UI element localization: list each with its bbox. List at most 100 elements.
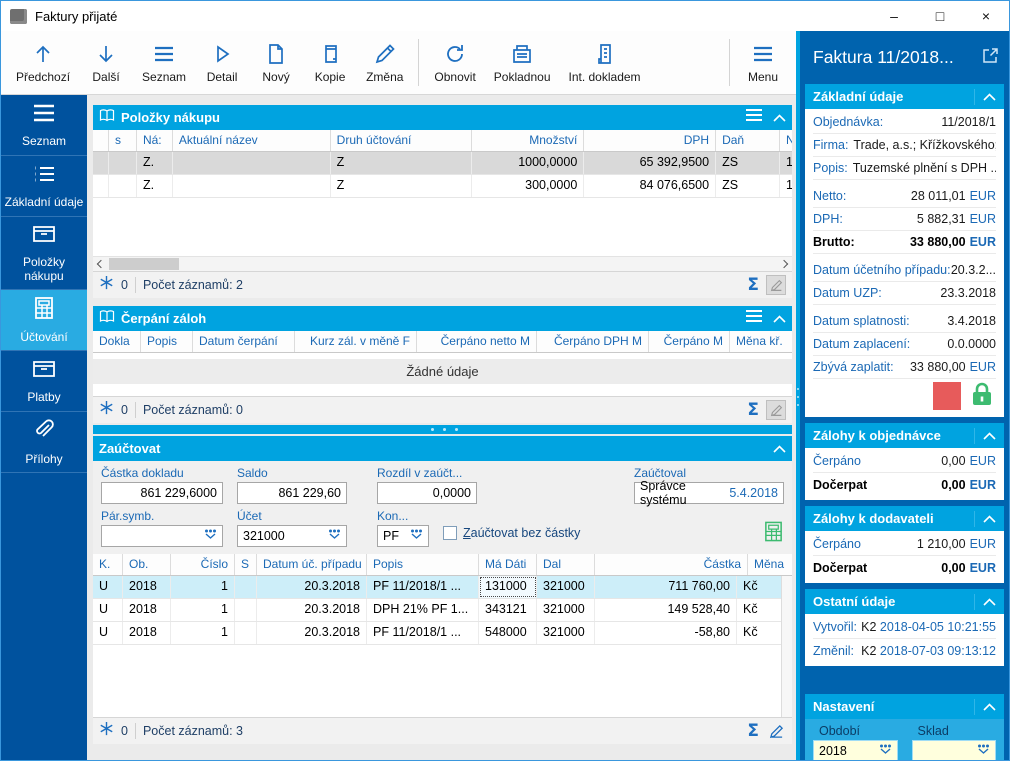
detail-list-icon: [31, 163, 57, 190]
toolbar-button-predchozi[interactable]: Předchozí: [7, 35, 79, 90]
edit-pencil-icon[interactable]: [766, 275, 786, 295]
toolbar-button-obnovit[interactable]: Obnovit: [425, 35, 484, 90]
column-header[interactable]: Měna: [754, 557, 785, 571]
app-logo-icon: [10, 8, 27, 24]
column-header[interactable]: Kurz zál. v měně F: [295, 331, 417, 352]
column-header[interactable]: Popis: [141, 331, 193, 352]
column-header[interactable]: Měna kř.: [736, 334, 783, 348]
column-header[interactable]: Čerpáno DPH M: [537, 331, 649, 352]
collapse-chevron-icon[interactable]: [974, 510, 996, 527]
contra-account-field[interactable]: PF: [377, 525, 429, 547]
open-in-window-icon[interactable]: [982, 47, 999, 69]
toolbar-button-pokladnou[interactable]: Pokladnou: [485, 35, 560, 90]
collapse-chevron-icon[interactable]: [974, 593, 996, 610]
column-header[interactable]: Čerpáno M: [649, 331, 730, 352]
column-header[interactable]: Daň: [716, 130, 780, 151]
table-row[interactable]: U 2018 1 20.3.2018 PF 11/2018/1 ... 5480…: [93, 622, 781, 645]
toolbar-button-zmena[interactable]: Změna: [357, 35, 412, 90]
info-row: Dočerpat 0,00 EUR: [813, 477, 996, 492]
minimize-button[interactable]: –: [890, 8, 898, 24]
posting-difference-field[interactable]: 0,0000: [377, 482, 477, 504]
dropdown-icon[interactable]: [879, 744, 892, 758]
collapse-chevron-icon[interactable]: [773, 310, 786, 328]
pairing-symbol-field[interactable]: [101, 525, 223, 547]
post-without-amount-checkbox[interactable]: [443, 526, 457, 540]
column-header[interactable]: S: [235, 554, 257, 575]
vertical-scrollbar[interactable]: [781, 576, 792, 717]
column-header[interactable]: K.: [93, 554, 123, 575]
table-row[interactable]: U 2018 1 20.3.2018 DPH 21% PF 1... 34312…: [93, 599, 781, 622]
column-header[interactable]: Datum úč. případu: [257, 554, 367, 575]
sidebar-item-polozky-nakupu[interactable]: Položky nákupu: [1, 217, 87, 290]
toolbar-button-dalsi[interactable]: Další: [79, 35, 133, 90]
column-header[interactable]: Částka: [595, 554, 748, 575]
sum-icon[interactable]: Σ: [747, 721, 759, 741]
column-header[interactable]: Druh účtování: [331, 130, 473, 151]
dropdown-icon[interactable]: [410, 529, 423, 543]
column-header[interactable]: Má Dáti: [479, 554, 537, 575]
dropdown-icon[interactable]: [977, 744, 990, 758]
toolbar-button-int-dokladem[interactable]: Int. dokladem: [560, 35, 650, 90]
column-header[interactable]: Číslo: [171, 554, 235, 575]
main-info-splitter[interactable]: [796, 31, 800, 760]
checkbox-label: Zaúčtovat bez částky: [463, 526, 581, 540]
posted-by-field[interactable]: Správce systému 5.4.2018: [634, 479, 784, 507]
dropdown-icon[interactable]: [204, 529, 217, 543]
collapse-chevron-icon[interactable]: [974, 698, 996, 715]
maximize-button[interactable]: □: [935, 8, 945, 24]
toolbar-button-label: Předchozí: [16, 69, 71, 84]
sidebar-item-uctovani[interactable]: Účtování: [1, 290, 87, 351]
sidebar-item-platby[interactable]: Platby: [1, 351, 87, 412]
column-header[interactable]: Net: [780, 130, 792, 151]
column-header[interactable]: Aktuální název: [173, 130, 331, 151]
scrollbar-thumb[interactable]: [109, 258, 179, 270]
column-header[interactable]: Ob.: [123, 554, 171, 575]
calculator-icon[interactable]: [763, 521, 784, 547]
scroll-right-arrow[interactable]: [776, 257, 792, 271]
info-row: Vytvořil: K2 2018-04-05 10:21:55: [813, 616, 996, 639]
column-header[interactable]: Ná:: [137, 130, 173, 151]
column-header[interactable]: Popis: [367, 554, 479, 575]
edit-pencil-icon[interactable]: [766, 721, 786, 741]
column-header[interactable]: Datum čerpání: [193, 331, 295, 352]
column-header[interactable]: DPH: [584, 130, 717, 151]
box-icon: [31, 358, 57, 385]
column-header[interactable]: Dokla: [93, 331, 141, 352]
collapse-chevron-icon[interactable]: [773, 440, 786, 458]
panel-menu-icon[interactable]: [745, 309, 763, 328]
dropdown-icon[interactable]: [328, 529, 341, 543]
sum-icon[interactable]: Σ: [747, 275, 759, 295]
horizontal-scrollbar[interactable]: [93, 256, 792, 271]
sum-icon[interactable]: Σ: [747, 400, 759, 420]
panel-splitter[interactable]: [93, 425, 792, 434]
document-amount-field[interactable]: 861 229,6000: [101, 482, 223, 504]
table-row[interactable]: U 2018 1 20.3.2018 PF 11/2018/1 ... 1310…: [93, 576, 781, 599]
column-header[interactable]: Dal: [537, 554, 595, 575]
warehouse-field[interactable]: [911, 740, 996, 760]
toolbar-separator: [418, 39, 420, 86]
toolbar-button-seznam[interactable]: Seznam: [133, 35, 195, 90]
account-field[interactable]: 321000: [237, 525, 347, 547]
sidebar-item-seznam[interactable]: Seznam: [1, 95, 87, 156]
toolbar-button-novy[interactable]: Nový: [249, 35, 303, 90]
menu-button[interactable]: Menu: [736, 35, 790, 90]
column-header[interactable]: Čerpáno netto M: [417, 331, 537, 352]
column-header[interactable]: Množství: [472, 130, 585, 151]
collapse-chevron-icon[interactable]: [974, 427, 996, 444]
balance-field[interactable]: 861 229,60: [237, 482, 347, 504]
column-header[interactable]: [93, 130, 109, 151]
period-field[interactable]: 2018: [813, 740, 898, 760]
sidebar-item-zakladni-udaje[interactable]: Základní údaje: [1, 156, 87, 217]
close-button[interactable]: ×: [981, 8, 991, 24]
collapse-chevron-icon[interactable]: [974, 88, 996, 105]
panel-menu-icon[interactable]: [745, 108, 763, 127]
collapse-chevron-icon[interactable]: [773, 109, 786, 127]
sidebar-item-prilohy[interactable]: Přílohy: [1, 412, 87, 473]
table-row[interactable]: Z. Z 300,0000 84 076,6500 ZS 15 75: [93, 175, 792, 198]
edit-pencil-icon[interactable]: [766, 400, 786, 420]
toolbar-button-kopie[interactable]: Kopie: [303, 35, 357, 90]
scroll-left-arrow[interactable]: [93, 257, 109, 271]
toolbar-button-detail[interactable]: Detail: [195, 35, 249, 90]
column-header[interactable]: s: [109, 130, 137, 151]
table-row[interactable]: Z. Z 1000,0000 65 392,9500 ZS 12 25: [93, 152, 792, 175]
